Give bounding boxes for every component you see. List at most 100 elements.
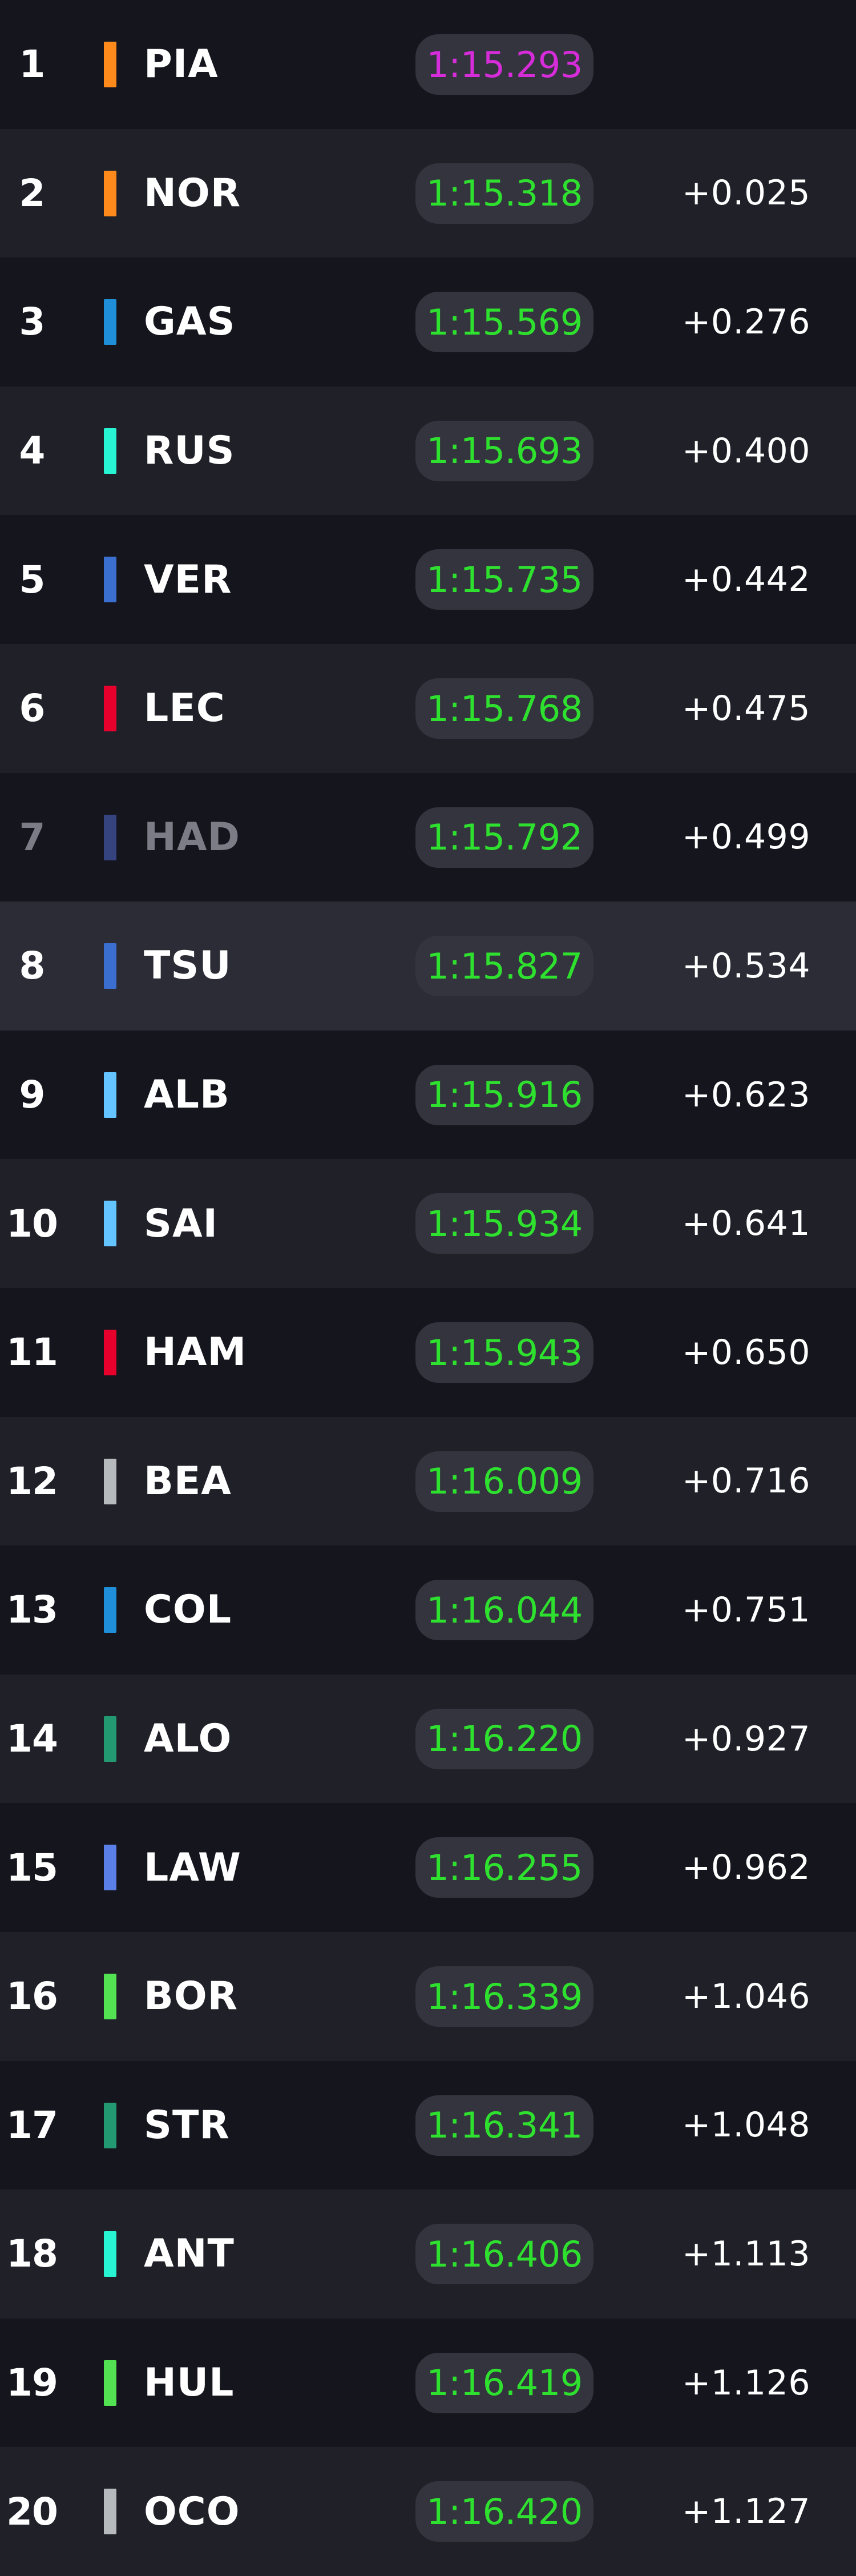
team-color-bar (104, 2231, 116, 2277)
gap-to-leader: +0.499 (681, 817, 810, 858)
position-number: 8 (19, 944, 46, 988)
gap-to-leader: +0.025 (681, 173, 810, 214)
position-number: 12 (6, 1459, 58, 1503)
driver-code: HAM (144, 1330, 247, 1375)
position-number: 20 (6, 2489, 58, 2534)
lap-time-badge: 1:15.827 (415, 936, 593, 997)
team-color-bar (104, 428, 116, 474)
driver-code: OCO (144, 2489, 240, 2534)
team-color-bar (104, 814, 116, 860)
driver-code: RUS (144, 428, 235, 474)
driver-code: HAD (144, 814, 240, 860)
team-color-bar (104, 1330, 116, 1375)
gap-to-leader: +0.623 (681, 1074, 810, 1115)
driver-code: LAW (144, 1845, 241, 1890)
gap-to-leader: +0.650 (681, 1332, 810, 1372)
lap-time-badge: 1:16.339 (415, 1966, 593, 2027)
table-row-oco[interactable]: 20 OCO 1:16.420 +1.127 (0, 2447, 856, 2576)
table-row-gas[interactable]: 3 GAS 1:15.569 +0.276 (0, 257, 856, 387)
team-color-bar (104, 1201, 116, 1247)
driver-code: NOR (144, 170, 241, 216)
team-color-bar (104, 1974, 116, 2019)
position-number: 2 (19, 171, 46, 215)
table-row-bor[interactable]: 16 BOR 1:16.339 +1.046 (0, 1932, 856, 2061)
team-color-bar (104, 1587, 116, 1633)
position-number: 18 (6, 2232, 58, 2276)
gap-to-leader: +1.046 (681, 1976, 810, 2016)
driver-code: COL (144, 1587, 232, 1633)
gap-to-leader: +1.126 (681, 2362, 810, 2403)
table-row-str[interactable]: 17 STR 1:16.341 +1.048 (0, 2060, 856, 2190)
gap-to-leader: +0.962 (681, 1848, 810, 1888)
lap-time-badge: 1:16.420 (415, 2481, 593, 2542)
lap-time-badge: 1:15.735 (415, 549, 593, 610)
lap-time-badge: 1:15.318 (415, 163, 593, 224)
table-row-tsu[interactable]: 8 TSU 1:15.827 +0.534 (0, 901, 856, 1031)
table-row-ham[interactable]: 11 HAM 1:15.943 +0.650 (0, 1288, 856, 1417)
lap-time-badge: 1:16.044 (415, 1580, 593, 1641)
table-row-hul[interactable]: 19 HUL 1:16.419 +1.126 (0, 2318, 856, 2448)
team-color-bar (104, 1845, 116, 1891)
lap-time-badge: 1:16.406 (415, 2224, 593, 2285)
team-color-bar (104, 1458, 116, 1504)
table-row-ant[interactable]: 18 ANT 1:16.406 +1.113 (0, 2189, 856, 2319)
lap-time-badge: 1:15.792 (415, 807, 593, 868)
position-number: 15 (6, 1845, 58, 1890)
position-number: 19 (6, 2361, 58, 2405)
table-row-bea[interactable]: 12 BEA 1:16.009 +0.716 (0, 1416, 856, 1546)
gap-to-leader: +0.534 (681, 945, 810, 986)
table-row-rus[interactable]: 4 RUS 1:15.693 +0.400 (0, 386, 856, 516)
lap-time-badge: 1:15.934 (415, 1193, 593, 1254)
driver-code: BOR (144, 1974, 238, 2019)
table-row-law[interactable]: 15 LAW 1:16.255 +0.962 (0, 1803, 856, 1932)
team-color-bar (104, 2360, 116, 2406)
lap-time-badge: 1:16.255 (415, 1837, 593, 1898)
gap-to-leader: +0.442 (681, 560, 810, 600)
lap-time-badge: 1:15.768 (415, 678, 593, 739)
position-number: 11 (6, 1330, 58, 1375)
table-row-alo[interactable]: 14 ALO 1:16.220 +0.927 (0, 1674, 856, 1804)
lap-time-badge: 1:16.419 (415, 2352, 593, 2413)
table-row-alb[interactable]: 9 ALB 1:15.916 +0.623 (0, 1030, 856, 1160)
driver-code: TSU (144, 943, 232, 989)
position-number: 5 (19, 557, 46, 602)
gap-to-leader: +1.127 (681, 2492, 810, 2532)
team-color-bar (104, 1072, 116, 1118)
table-row-sai[interactable]: 10 SAI 1:15.934 +0.641 (0, 1159, 856, 1288)
driver-code: ANT (144, 2231, 235, 2277)
lap-time-badge: 1:16.220 (415, 1708, 593, 1769)
position-number: 9 (19, 1073, 46, 1117)
table-row-nor[interactable]: 2 NOR 1:15.318 +0.025 (0, 128, 856, 258)
driver-code: SAI (144, 1201, 218, 1246)
lap-time-badge: 1:15.569 (415, 292, 593, 353)
gap-to-leader: +1.048 (681, 2105, 810, 2146)
team-color-bar (104, 2489, 116, 2535)
lap-time-badge: 1:15.293 (415, 34, 593, 95)
gap-to-leader: +1.113 (681, 2233, 810, 2274)
team-color-bar (104, 42, 116, 87)
gap-to-leader: +0.927 (681, 1718, 810, 1759)
driver-code: STR (144, 2102, 230, 2148)
driver-code: ALB (144, 1072, 230, 1118)
lap-time-badge: 1:16.009 (415, 1451, 593, 1512)
driver-code: HUL (144, 2360, 235, 2406)
driver-code: PIA (144, 42, 219, 87)
team-color-bar (104, 686, 116, 731)
lap-time-badge: 1:15.693 (415, 420, 593, 481)
team-color-bar (104, 299, 116, 345)
lap-time-badge: 1:16.341 (415, 2095, 593, 2156)
gap-to-leader: +0.641 (681, 1204, 810, 1244)
driver-code: VER (144, 557, 232, 602)
table-row-col[interactable]: 13 COL 1:16.044 +0.751 (0, 1545, 856, 1675)
table-row-lec[interactable]: 6 LEC 1:15.768 +0.475 (0, 644, 856, 773)
team-color-bar (104, 1716, 116, 1762)
table-row-ver[interactable]: 5 VER 1:15.735 +0.442 (0, 515, 856, 644)
position-number: 13 (6, 1588, 58, 1632)
gap-to-leader: +0.400 (681, 430, 810, 471)
lap-time-badge: 1:15.943 (415, 1322, 593, 1383)
table-row-had[interactable]: 7 HAD 1:15.792 +0.499 (0, 772, 856, 902)
table-row-pia[interactable]: 1 PIA 1:15.293 (0, 0, 856, 129)
gap-to-leader: +0.276 (681, 301, 810, 342)
position-number: 14 (6, 1717, 58, 1761)
position-number: 16 (6, 1974, 58, 2019)
